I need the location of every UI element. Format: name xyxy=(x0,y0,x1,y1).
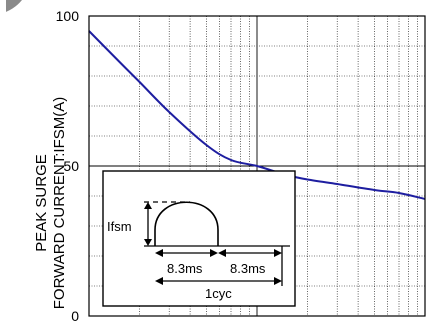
half1-arrow-right xyxy=(210,249,218,257)
ifsm-arrow-down xyxy=(144,239,152,246)
inset-ifsm-label: Ifsm xyxy=(107,219,132,234)
ifsm-arrow-up xyxy=(144,202,152,209)
inset-cycle-label: 1cyc xyxy=(205,286,232,301)
y-axis-label-line-2: FORWARD CURRENT:IFSM(A) xyxy=(51,97,68,310)
y-tick-labels: 0 50 100 xyxy=(56,8,80,324)
inset-half2-label: 8.3ms xyxy=(230,261,266,276)
series-line xyxy=(88,30,426,200)
y-tick-label: 0 xyxy=(71,308,79,324)
inset-box xyxy=(102,170,296,307)
half2-arrow-right xyxy=(274,249,282,257)
y-axis-label-line-1: PEAK SURGE xyxy=(33,154,50,252)
inset-half1-label: 8.3ms xyxy=(167,261,203,276)
half-sine-pulse xyxy=(154,201,219,246)
y-tick-label: 50 xyxy=(63,158,79,174)
cycle-arrow-left xyxy=(155,277,163,285)
left-edge-fragment xyxy=(0,0,6,324)
y-tick-label: 100 xyxy=(56,8,80,24)
waveform-inset: Ifsm 8.3ms 8.3ms 1cyc xyxy=(102,170,296,307)
plot-frame xyxy=(88,15,426,317)
cycle-arrow-right xyxy=(274,277,282,285)
half2-arrow-left xyxy=(218,249,226,257)
half1-arrow-left xyxy=(155,249,163,257)
